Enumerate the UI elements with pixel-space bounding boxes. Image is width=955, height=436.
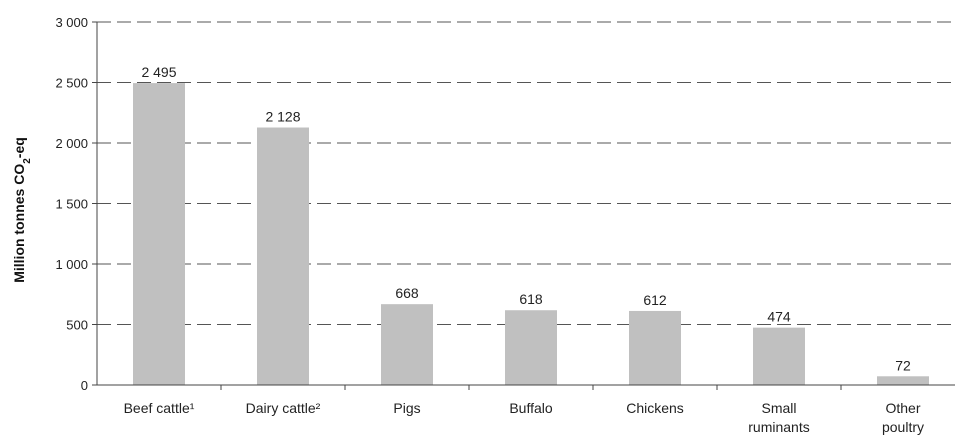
data-label: 612 <box>643 292 667 308</box>
y-axis-title-subscript: 2 <box>22 158 33 164</box>
x-category-label: Beef cattle¹ <box>124 400 195 416</box>
bar <box>877 376 929 385</box>
data-label: 2 495 <box>141 64 176 80</box>
y-tick-label: 2 500 <box>55 76 88 91</box>
bar <box>629 310 681 385</box>
y-tick-label: 1 500 <box>55 197 88 212</box>
y-tick-label: 1 000 <box>55 257 88 272</box>
bar <box>257 127 309 386</box>
x-category-label: Buffalo <box>509 400 553 416</box>
y-tick-label: 2 000 <box>55 136 88 151</box>
gridlines <box>97 21 955 325</box>
x-axis-labels: Beef cattle¹ Dairy cattle² Pigs Buffalo Chic… <box>124 385 924 435</box>
bar <box>381 304 433 385</box>
x-category-label: Dairy cattle² <box>246 400 321 416</box>
bar <box>753 327 805 385</box>
x-category-label: Pigs <box>393 400 420 416</box>
data-label: 618 <box>519 291 543 307</box>
x-category-label: poultry <box>882 419 924 435</box>
bar <box>133 83 185 385</box>
bar <box>505 310 557 385</box>
y-tick-label: 0 <box>81 378 88 393</box>
data-label: 2 128 <box>265 109 300 125</box>
y-tick-label: 500 <box>66 318 88 333</box>
data-labels: 2 495 2 128 668 618 612 474 72 <box>141 64 911 373</box>
x-category-label: ruminants <box>748 419 809 435</box>
y-tick-label: 3 000 <box>55 15 88 30</box>
data-label: 668 <box>395 285 419 301</box>
x-category-label: Other <box>885 400 920 416</box>
x-category-label: Small <box>761 400 796 416</box>
y-axis-title-main: Million tonnes CO <box>11 164 27 283</box>
x-category-label: Chickens <box>626 400 684 416</box>
data-label: 474 <box>767 309 791 325</box>
y-axis-title: Million tonnes CO2-eq <box>11 137 33 283</box>
data-label: 72 <box>895 357 911 373</box>
y-axis-ticks: 0 500 1 000 1 500 2 000 2 500 3 000 <box>55 15 97 393</box>
bars <box>133 83 929 386</box>
y-axis-title-tail: -eq <box>11 137 27 158</box>
